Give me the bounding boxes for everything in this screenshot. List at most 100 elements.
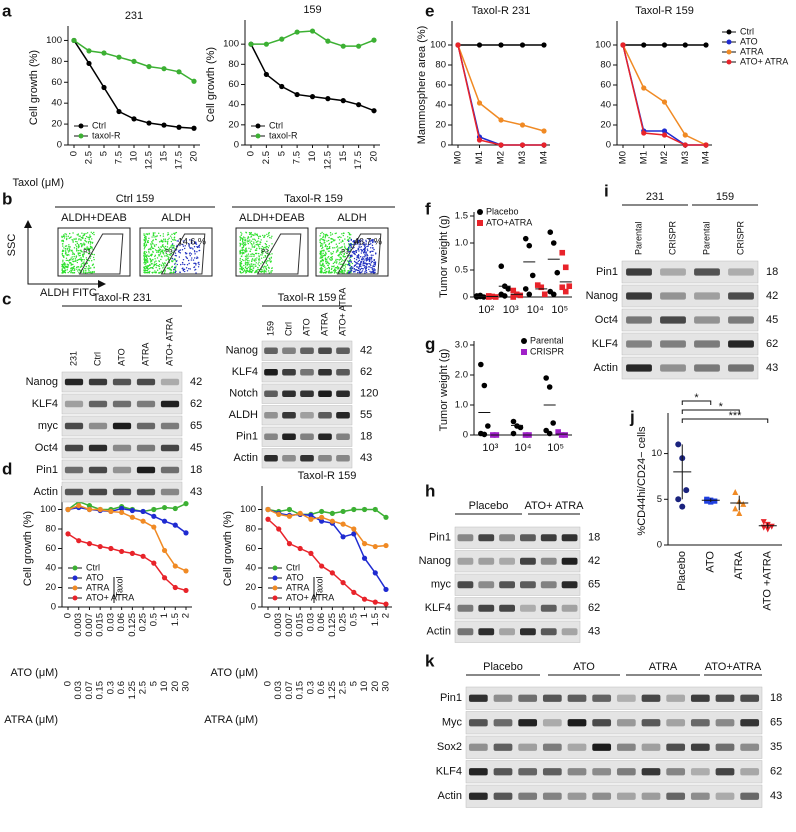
flow-event <box>171 257 174 260</box>
flow-event <box>324 245 326 248</box>
flow-event <box>78 239 80 241</box>
data-point <box>276 526 282 532</box>
flow-event <box>79 266 82 268</box>
flow-event <box>343 256 346 258</box>
flow-event <box>75 249 78 251</box>
flow-event <box>356 241 359 243</box>
blot-band <box>561 581 578 589</box>
flow-event <box>250 248 252 250</box>
y-tick-label: 100 <box>46 35 62 46</box>
x-tick-label: 1.5 <box>170 613 181 626</box>
data-point <box>559 249 566 256</box>
flow-event <box>368 268 370 271</box>
flow-event <box>89 240 91 243</box>
flow-event <box>181 261 184 264</box>
flow-event <box>252 267 255 269</box>
blot-band <box>592 694 612 702</box>
flow-event <box>146 240 149 242</box>
flow-event <box>246 250 248 252</box>
blot-band <box>160 378 180 386</box>
flow-event <box>321 231 323 234</box>
flow-event <box>255 259 257 261</box>
lane-label: ATO <box>116 348 126 366</box>
flow-event <box>143 269 145 272</box>
y-tick-label: 0 <box>57 140 62 151</box>
flow-event <box>154 232 156 234</box>
flow-event <box>335 262 338 264</box>
flow-event <box>357 248 359 250</box>
flow-event <box>271 270 273 272</box>
flow-event <box>371 268 374 271</box>
data-point <box>308 512 314 518</box>
flow-event <box>350 246 352 248</box>
blot-band <box>160 488 180 496</box>
flow-event <box>63 255 65 257</box>
flow-event <box>151 271 153 274</box>
row-label: Actin <box>34 486 58 498</box>
flow-event <box>362 268 364 270</box>
flow-event <box>348 257 351 259</box>
flow-event <box>356 256 358 258</box>
flow-event <box>93 253 95 256</box>
y-tick-label: 0 <box>463 430 468 441</box>
flow-event <box>322 260 324 262</box>
flow-event <box>253 255 255 258</box>
blot-band <box>592 792 612 800</box>
kda-label: 43 <box>588 626 600 638</box>
data-point <box>372 506 378 513</box>
flow-event <box>247 253 250 255</box>
flow-event <box>194 253 196 255</box>
blot-strip <box>621 356 759 380</box>
data-point <box>641 85 647 91</box>
flow-event <box>360 261 363 263</box>
flow-event <box>163 247 166 249</box>
flow-event <box>340 269 343 271</box>
flow-event <box>188 243 190 246</box>
data-point <box>566 283 573 289</box>
flow-event <box>361 270 364 272</box>
flow-percent: 14.6 % <box>178 236 206 246</box>
blot-band <box>264 347 278 354</box>
blot-band <box>690 719 710 727</box>
x-tick-label: 10² <box>478 304 494 316</box>
flow-event <box>263 246 265 249</box>
data-point <box>161 504 168 511</box>
flow-event <box>267 233 270 235</box>
flow-event <box>65 233 68 235</box>
blot-band <box>336 369 350 376</box>
flow-event <box>321 254 323 256</box>
blot-strip <box>621 260 759 284</box>
x-tick-label-2: 0.07 <box>84 681 95 700</box>
blot-band <box>540 534 557 542</box>
flow-event <box>250 235 253 238</box>
data-point <box>703 142 709 148</box>
flow-event <box>64 247 67 250</box>
flow-event <box>253 241 255 243</box>
data-point <box>151 506 157 513</box>
flow-event <box>264 270 266 272</box>
blot-band <box>88 488 108 496</box>
flow-event <box>162 249 164 251</box>
flow-event <box>195 263 197 265</box>
flow-event <box>83 261 85 263</box>
flow-event <box>68 259 71 262</box>
flow-event <box>325 253 327 255</box>
flow-event <box>259 243 261 245</box>
blot-band <box>493 768 513 776</box>
row-label: Pin1 <box>36 464 58 476</box>
flow-event <box>166 234 169 236</box>
flow-event <box>321 270 323 273</box>
flow-event <box>263 256 265 259</box>
flow-event <box>254 234 256 236</box>
flow-event <box>360 239 362 241</box>
flow-event <box>338 254 341 256</box>
flow-event <box>341 259 344 261</box>
flow-event <box>239 259 241 261</box>
kda-label: 65 <box>190 420 202 432</box>
flow-event <box>166 243 169 245</box>
flow-event <box>373 261 375 264</box>
flow-event <box>319 244 322 246</box>
flow-event <box>145 271 148 274</box>
blot-band <box>666 792 686 800</box>
flow-event <box>83 251 85 253</box>
